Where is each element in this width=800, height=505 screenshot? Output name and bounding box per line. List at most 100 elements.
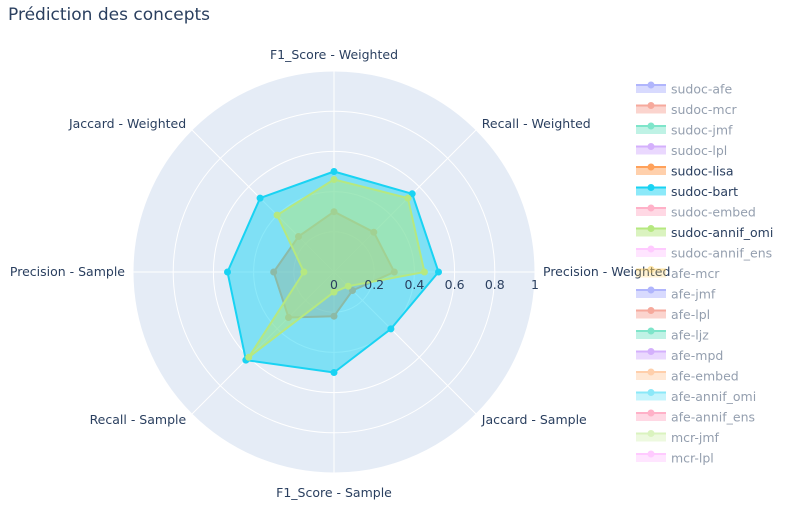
- legend-swatch: [636, 146, 666, 155]
- legend-swatch: [636, 351, 666, 360]
- legend-label: afe-mpd: [671, 348, 723, 363]
- legend-label: afe-annif_omi: [671, 389, 756, 404]
- legend-label: afe-ljz: [671, 328, 709, 343]
- series-point-sudoc-bart-1[interactable]: [408, 190, 416, 198]
- legend-label: afe-jmf: [671, 287, 716, 302]
- legend-swatch-marker: [647, 430, 655, 437]
- legend-swatch-marker: [647, 143, 655, 150]
- legend-item-afe-lpl[interactable]: afe-lpl: [636, 307, 710, 322]
- series-point-sudoc-annif_omi-7[interactable]: [273, 211, 281, 219]
- legend-swatch-marker: [647, 450, 655, 458]
- legend-label: sudoc-bart: [671, 184, 738, 199]
- legend-swatch-marker: [647, 184, 655, 191]
- radial-tick-label: 0.4: [404, 277, 424, 292]
- legend-swatch: [636, 126, 666, 134]
- legend-label: afe-annif_ens: [671, 410, 755, 425]
- legend-item-mcr-jmf[interactable]: mcr-jmf: [636, 430, 720, 445]
- legend-item-sudoc-jmf[interactable]: sudoc-jmf: [636, 122, 733, 138]
- series-point-sudoc-bart-0[interactable]: [330, 168, 338, 175]
- axis-labels: F1_Score - Weighted Recall - Weighted Prec…: [10, 47, 671, 500]
- legend-swatch-marker: [647, 368, 655, 376]
- legend-swatch-marker: [647, 327, 655, 335]
- axis-label: F1_Score - Sample: [276, 485, 392, 500]
- legend-swatch: [636, 392, 666, 401]
- legend-item-sudoc-annif_ens[interactable]: sudoc-annif_ens: [636, 245, 772, 261]
- legend-swatch: [636, 433, 666, 442]
- legend-swatch-marker: [647, 389, 655, 396]
- legend-label: sudoc-lpl: [671, 143, 727, 158]
- axis-label: Jaccard - Weighted: [68, 116, 186, 131]
- legend-item-afe-jmf[interactable]: afe-jmf: [636, 286, 716, 302]
- legend-swatch-marker: [647, 266, 655, 273]
- radial-tick-label: 0: [330, 277, 338, 292]
- legend-swatch: [636, 290, 666, 298]
- legend-item-sudoc-bart[interactable]: sudoc-bart: [636, 184, 738, 199]
- legend-item-afe-embed[interactable]: afe-embed: [636, 368, 739, 384]
- radial-tick-label: 0.8: [485, 277, 505, 292]
- legend-swatch-marker: [647, 286, 655, 294]
- legend-swatch: [636, 228, 666, 237]
- legend-label: afe-embed: [671, 369, 739, 384]
- legend[interactable]: sudoc-afe sudoc-mcr sudoc-jmf sudoc-lpl sudo…: [636, 81, 773, 466]
- radial-ticks: 0 0.2 0.4 0.6 0.8 1: [330, 277, 539, 292]
- series-point-sudoc-annif_omi-0[interactable]: [330, 176, 338, 183]
- series-point-sudoc-bart-7[interactable]: [256, 194, 264, 202]
- legend-item-afe-annif_ens[interactable]: afe-annif_ens: [636, 409, 755, 425]
- legend-swatch-marker: [647, 204, 655, 212]
- series-point-sudoc-bart-3[interactable]: [387, 325, 395, 333]
- series-point-sudoc-bart-2[interactable]: [435, 268, 442, 276]
- series-point-sudoc-annif_omi-1[interactable]: [404, 194, 412, 202]
- series-point-sudoc-annif_omi-6[interactable]: [300, 268, 308, 276]
- legend-item-afe-annif_omi[interactable]: afe-annif_omi: [636, 389, 756, 404]
- legend-swatch: [636, 208, 666, 216]
- legend-label: afe-mcr: [671, 266, 720, 281]
- legend-swatch-marker: [647, 163, 655, 171]
- legend-item-sudoc-mcr[interactable]: sudoc-mcr: [636, 102, 737, 117]
- legend-swatch: [636, 187, 666, 196]
- chart-title: Prédiction des concepts: [8, 5, 210, 25]
- series-point-sudoc-bart-6[interactable]: [224, 268, 231, 276]
- legend-label: mcr-lpl: [671, 451, 714, 466]
- legend-swatch: [636, 105, 666, 114]
- legend-label: sudoc-mcr: [671, 102, 737, 117]
- legend-swatch-marker: [647, 122, 655, 130]
- legend-swatch: [636, 85, 666, 93]
- legend-item-afe-mpd[interactable]: afe-mpd: [636, 348, 723, 363]
- legend-label: sudoc-lisa: [671, 164, 734, 179]
- legend-swatch: [636, 249, 666, 257]
- legend-item-sudoc-embed[interactable]: sudoc-embed: [636, 204, 756, 220]
- series-point-sudoc-annif_omi-3[interactable]: [344, 282, 352, 290]
- axis-label: Precision - Sample: [10, 264, 125, 279]
- axis-label: F1_Score - Weighted: [270, 47, 398, 62]
- axis-label: Jaccard - Sample: [481, 412, 587, 427]
- legend-item-afe-ljz[interactable]: afe-ljz: [636, 327, 709, 343]
- series-point-sudoc-bart-4[interactable]: [330, 369, 338, 376]
- series-point-sudoc-annif_omi-5[interactable]: [245, 353, 253, 361]
- axis-label: Precision - Weighted: [543, 264, 670, 279]
- legend-label: sudoc-embed: [671, 205, 756, 220]
- legend-label: sudoc-afe: [671, 82, 732, 97]
- legend-label: afe-lpl: [671, 307, 710, 322]
- legend-swatch-marker: [647, 81, 655, 89]
- legend-item-afe-mcr[interactable]: afe-mcr: [636, 266, 720, 281]
- series-point-sudoc-annif_omi-4[interactable]: [330, 288, 338, 296]
- legend-swatch: [636, 269, 666, 278]
- legend-label: mcr-jmf: [671, 430, 720, 445]
- legend-swatch: [636, 310, 666, 319]
- legend-item-sudoc-afe[interactable]: sudoc-afe: [636, 81, 732, 97]
- legend-item-mcr-lpl[interactable]: mcr-lpl: [636, 450, 714, 466]
- legend-label: sudoc-annif_omi: [671, 225, 773, 240]
- legend-swatch-marker: [647, 225, 655, 232]
- legend-item-sudoc-lisa[interactable]: sudoc-lisa: [636, 163, 734, 179]
- legend-swatch: [636, 372, 666, 380]
- legend-item-sudoc-lpl[interactable]: sudoc-lpl: [636, 143, 727, 158]
- series-layer: [224, 168, 442, 376]
- series-point-sudoc-annif_omi-2[interactable]: [420, 268, 428, 276]
- legend-swatch: [636, 167, 666, 175]
- legend-swatch-marker: [647, 245, 655, 253]
- radial-tick-label: 0.2: [364, 277, 384, 292]
- legend-item-sudoc-annif_omi[interactable]: sudoc-annif_omi: [636, 225, 773, 240]
- legend-swatch-marker: [647, 409, 655, 417]
- axis-label: Recall - Weighted: [482, 116, 591, 131]
- legend-swatch: [636, 331, 666, 339]
